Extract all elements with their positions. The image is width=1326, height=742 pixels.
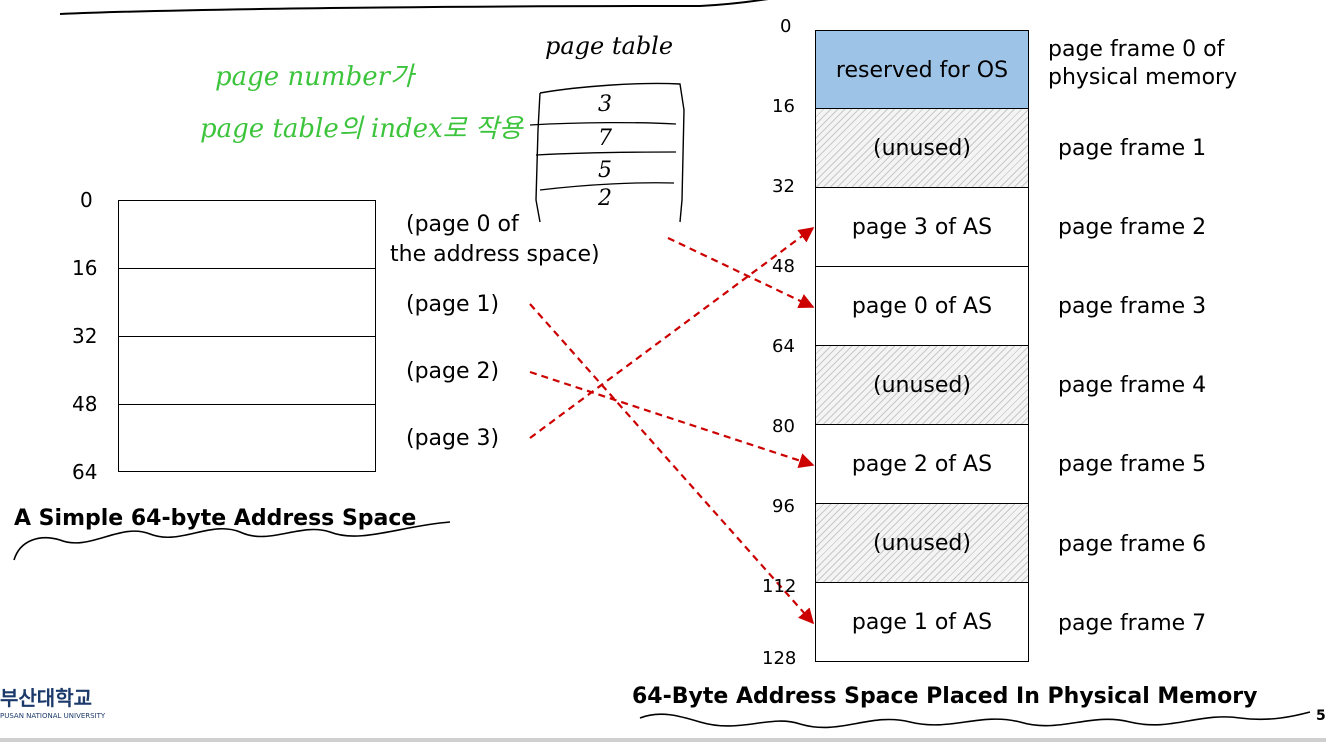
frame-5-name: page frame 5 bbox=[1058, 452, 1207, 477]
left-caption-squiggle bbox=[13, 521, 451, 561]
frame-7: page 1 of AS bbox=[815, 582, 1029, 662]
footer-divider bbox=[0, 738, 1326, 742]
offset-label: 32 bbox=[72, 324, 98, 348]
left-caption: A Simple 64-byte Address Space bbox=[14, 506, 417, 531]
page-divider bbox=[119, 404, 375, 405]
offset-label: 64 bbox=[72, 460, 98, 484]
page-table-entry: 5 bbox=[598, 158, 612, 183]
handwritten-note-line2: page table의 index로 작용 bbox=[200, 114, 523, 144]
page-table-entry: 3 bbox=[598, 92, 612, 117]
page-2-label: (page 2) bbox=[406, 359, 500, 384]
right-caption-squiggle bbox=[639, 711, 1311, 729]
pm-offset: 64 bbox=[772, 336, 795, 357]
mapping-arrow-page-0 bbox=[667, 237, 815, 308]
page-1-label: (page 1) bbox=[406, 292, 500, 317]
address-space-box bbox=[118, 200, 376, 472]
pm-offset: 128 bbox=[762, 648, 797, 669]
page-divider bbox=[119, 268, 375, 269]
pm-offset: 16 bbox=[772, 96, 795, 117]
university-logo: 부산대학교 PUSAN NATIONAL UNIVERSITY bbox=[0, 686, 106, 720]
page-divider bbox=[119, 336, 375, 337]
frame-1-name: page frame 1 bbox=[1058, 136, 1207, 161]
frame-6-name: page frame 6 bbox=[1058, 532, 1207, 557]
page-3-label: (page 3) bbox=[406, 426, 500, 451]
mapping-arrow-page-2 bbox=[529, 370, 815, 468]
page-0-label: (page 0 of bbox=[406, 212, 519, 237]
page-table-entry: 2 bbox=[598, 186, 612, 211]
pm-offset: 32 bbox=[772, 176, 795, 197]
page-table-sketch bbox=[529, 82, 685, 223]
frame-4: (unused) bbox=[815, 345, 1029, 425]
right-caption: 64-Byte Address Space Placed In Physical… bbox=[632, 684, 1258, 709]
offset-label: 0 bbox=[80, 188, 93, 212]
frame-2-name: page frame 2 bbox=[1058, 215, 1207, 240]
slide-page-number: 5 bbox=[1316, 708, 1326, 724]
frame-4-name: page frame 4 bbox=[1058, 373, 1207, 398]
frame-7-name: page frame 7 bbox=[1058, 611, 1207, 636]
frame-1: (unused) bbox=[815, 108, 1029, 188]
frame-3-name: page frame 3 bbox=[1058, 294, 1207, 319]
page-0-label-line2: the address space) bbox=[390, 242, 600, 267]
title-underline-stroke bbox=[59, 0, 769, 15]
page-table-entry: 7 bbox=[598, 126, 612, 151]
pm-offset: 48 bbox=[772, 256, 795, 277]
frame-6: (unused) bbox=[815, 503, 1029, 583]
mapping-arrow-page-3 bbox=[529, 227, 815, 439]
offset-label: 16 bbox=[72, 256, 98, 280]
mapping-arrows bbox=[529, 227, 815, 625]
pm-offset: 80 bbox=[772, 416, 795, 437]
frame-0: reserved for OS bbox=[815, 30, 1029, 110]
pm-offset: 0 bbox=[780, 16, 792, 37]
frame-3: page 0 of AS bbox=[815, 266, 1029, 346]
pm-offset: 96 bbox=[772, 496, 795, 517]
handwritten-note-line1: page number가 bbox=[215, 62, 414, 92]
frame-0-name: page frame 0 of physical memory bbox=[1048, 37, 1238, 90]
frame-5: page 2 of AS bbox=[815, 424, 1029, 504]
offset-label: 48 bbox=[72, 392, 98, 416]
page-table-title: page table bbox=[545, 32, 674, 60]
pm-offset: 112 bbox=[762, 576, 797, 597]
frame-2: page 3 of AS bbox=[815, 187, 1029, 267]
